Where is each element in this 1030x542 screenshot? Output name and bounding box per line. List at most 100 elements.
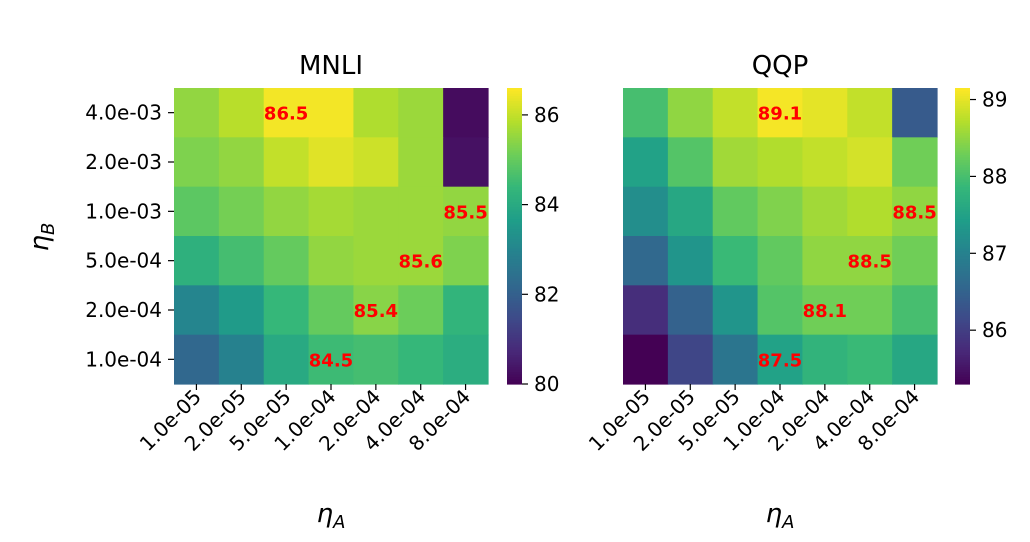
colorbar-segment: [955, 255, 970, 259]
colorbar-segment: [507, 159, 522, 163]
cell-annotation: 89.1: [758, 104, 802, 125]
colorbar-segment: [955, 107, 970, 111]
heatmap-cell: [174, 285, 220, 336]
cell-annotation: 86.5: [264, 104, 308, 125]
colorbar-segment: [507, 240, 522, 244]
cell-annotation: 85.6: [398, 252, 442, 273]
colorbar-segment: [507, 339, 522, 343]
colorbar-segment: [955, 351, 970, 355]
colorbar-segment: [507, 268, 522, 272]
colorbar-segment: [507, 194, 522, 198]
colorbar-segment: [507, 317, 522, 321]
heatmap-mnli: MNLI 86.5 85.5 85.6 85.4 84.5 4.0e-03 2.0e-03…: [25, 51, 559, 533]
heatmap-cell: [263, 285, 310, 336]
colorbar-segment: [955, 110, 970, 114]
colorbar-segment: [955, 322, 970, 326]
heatmap-cell: [802, 285, 848, 336]
colorbar-segment: [955, 186, 970, 190]
ylabel-mnli: ηB: [25, 223, 59, 252]
colorbar-segment: [955, 184, 970, 188]
annotations-qqp: 89.1 88.5 88.5 88.1 87.5: [758, 104, 937, 372]
colorbar-segment: [507, 260, 522, 264]
heatmap-cell: [892, 137, 938, 188]
colorbar-segment: [955, 95, 970, 99]
heatmap-cell: [263, 88, 310, 138]
colorbar-segment: [955, 302, 970, 306]
colorbar-segment: [507, 107, 522, 111]
heatmap-cell: [667, 137, 714, 188]
colorbar-segment: [507, 371, 522, 375]
colorbar-segment: [955, 344, 970, 348]
colorbar-segment: [955, 179, 970, 183]
colorbar-segment: [955, 319, 970, 323]
heatmap-cell: [174, 334, 220, 385]
heatmap-cell: [308, 334, 355, 385]
colorbar-segment: [955, 159, 970, 163]
colorbar-segment: [507, 265, 522, 269]
colorbar-segment: [507, 300, 522, 304]
heatmap-cell: [847, 236, 893, 286]
colorbar-segment: [507, 166, 522, 170]
colorbar-segment: [507, 221, 522, 225]
colorbar-segment: [507, 100, 522, 104]
colorbar-segment: [955, 194, 970, 198]
heatmap-cell: [398, 88, 444, 138]
heatmap-cell: [353, 137, 399, 188]
heatmap-cell: [757, 137, 804, 188]
heatmap-cell: [353, 285, 399, 336]
colorbar-segment: [507, 312, 522, 316]
colorbar-segment: [955, 137, 970, 141]
colorbar-segment: [955, 122, 970, 126]
colorbar-segment: [507, 349, 522, 353]
colorbar-segment: [507, 142, 522, 146]
colorbar-segment: [507, 112, 522, 116]
colorbar-segment: [507, 270, 522, 274]
colorbar-segment: [955, 376, 970, 380]
colorbar-segment: [955, 191, 970, 195]
colorbar-segment: [507, 381, 522, 385]
colorbar-segment: [507, 218, 522, 222]
heatmap-cell: [263, 186, 310, 237]
heatmap-cell: [353, 236, 399, 286]
colorbar-segment: [507, 110, 522, 114]
heatmap-cell: [623, 334, 669, 385]
cells-mnli: [174, 88, 489, 385]
colorbar-segment: [955, 142, 970, 146]
colorbar-segment: [507, 263, 522, 267]
colorbar-segment: [507, 203, 522, 207]
colorbar-segment: [955, 334, 970, 338]
heatmap-cell: [353, 88, 399, 138]
colorbar-segment: [955, 174, 970, 178]
heatmap-cell: [623, 137, 669, 188]
colorbar-segment: [955, 216, 970, 220]
colorbar-segment: [507, 206, 522, 210]
colorbar-segment: [507, 213, 522, 217]
colorbar-segment: [955, 189, 970, 193]
colorbar-segment: [955, 231, 970, 235]
colorbar-segment: [955, 297, 970, 301]
colorbar-segment: [507, 157, 522, 161]
heatmap-cell: [218, 137, 265, 188]
colorbar-segment: [955, 260, 970, 264]
colorbar-segment: [955, 164, 970, 168]
colorbar-segment: [507, 327, 522, 331]
colorbar-segment: [955, 366, 970, 370]
heatmap-qqp: QQP 89.1 88.5 88.5 88.1 87.5 1.0e-052.0e-055…: [584, 51, 1008, 533]
colorbar-segment: [955, 312, 970, 316]
heatmap-cell: [847, 137, 893, 188]
colorbar-segment: [507, 186, 522, 190]
colorbar-segment: [955, 115, 970, 119]
colorbar-segment: [955, 132, 970, 136]
colorbar-segment: [507, 122, 522, 126]
colorbar-segment: [507, 164, 522, 168]
cell-annotation: 87.5: [758, 350, 802, 371]
colorbar-segment: [507, 115, 522, 119]
heatmap-cell: [623, 186, 669, 237]
colorbar-segment: [507, 248, 522, 252]
colorbar-segment: [955, 300, 970, 304]
colorbar-segment: [507, 137, 522, 141]
ytick-label: 5.0e-04: [85, 249, 162, 273]
colorbar-segment: [507, 334, 522, 338]
colorbar-segment: [955, 349, 970, 353]
ytick-label: 1.0e-03: [85, 199, 162, 223]
